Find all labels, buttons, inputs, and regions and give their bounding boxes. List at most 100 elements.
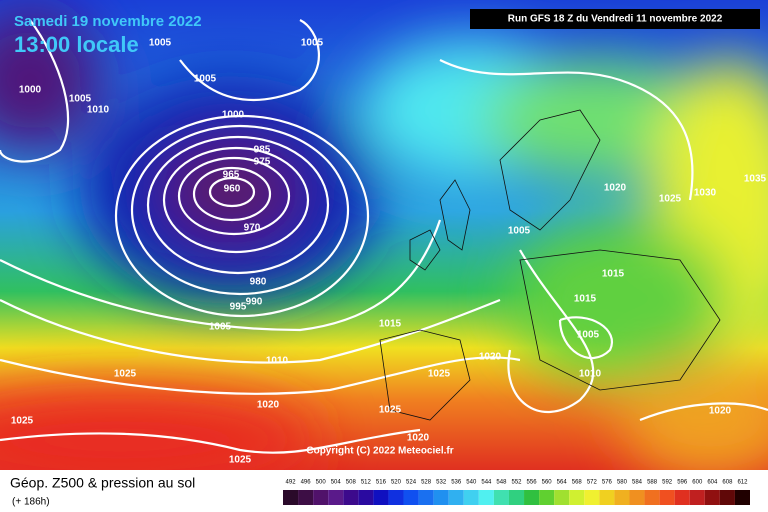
isobar-label: 1005 [508, 226, 531, 237]
scale-label: 568 [572, 480, 583, 486]
isobar-label: 1005 [69, 94, 92, 105]
scale-label: 544 [481, 480, 492, 486]
scale-swatch [659, 490, 675, 505]
isobar-label: 1020 [604, 183, 627, 194]
scale-swatch [373, 490, 389, 505]
scale-swatch [569, 490, 585, 505]
scale-label: 496 [301, 480, 312, 486]
scale-label: 608 [722, 480, 733, 486]
isobar-label: 1005 [149, 38, 172, 49]
run-info: Run GFS 18 Z du Vendredi 11 novembre 202… [508, 14, 723, 25]
isobar-label: 1015 [574, 294, 597, 305]
isobar-label: 1010 [87, 105, 110, 116]
isobar-label: 980 [250, 277, 267, 288]
isobar-label: 1025 [229, 455, 252, 466]
isobar-label: 1025 [428, 369, 451, 380]
legend-title: Géop. Z500 & pression au sol [10, 475, 195, 491]
isobar-label: 1010 [266, 356, 289, 367]
isobar-label: 1020 [479, 352, 502, 363]
isobar-label: 995 [230, 302, 247, 313]
scale-swatch [313, 490, 329, 505]
isobar-label: 1000 [222, 110, 245, 121]
scale-swatch [388, 490, 404, 505]
isobar-label: 1000 [19, 85, 42, 96]
isobar-label: 1010 [579, 369, 602, 380]
scale-label: 580 [617, 480, 628, 486]
scale-swatch [418, 490, 434, 505]
scale-label: 584 [632, 480, 643, 486]
isobar-label: 1025 [114, 369, 137, 380]
isobar-label: 985 [254, 145, 271, 156]
isobar-label: 1015 [379, 319, 402, 330]
scale-swatch [734, 490, 750, 505]
scale-label: 576 [602, 480, 613, 486]
scale-label: 536 [451, 480, 462, 486]
scale-swatch [584, 490, 600, 505]
isobar-label: 1015 [602, 269, 625, 280]
scale-swatch [629, 490, 645, 505]
isobar-label: 990 [246, 297, 263, 308]
isobar-label: 1020 [407, 433, 430, 444]
scale-swatch [539, 490, 555, 505]
copyright: Copyright (C) 2022 Meteociel.fr [306, 446, 453, 457]
isobar-label: 975 [254, 157, 271, 168]
scale-label: 564 [557, 480, 568, 486]
scale-label: 556 [527, 480, 538, 486]
scale-label: 512 [361, 480, 372, 486]
isobar-label: 1005 [194, 74, 217, 85]
scale-swatch [644, 490, 660, 505]
scale-swatch [433, 490, 449, 505]
scale-label: 548 [496, 480, 507, 486]
scale-label: 524 [406, 480, 417, 486]
scale-swatch [463, 490, 479, 505]
scale-swatch [508, 490, 525, 505]
scale-label: 532 [436, 480, 447, 486]
lead-time: (+ 186h) [12, 497, 50, 508]
scale-label: 520 [391, 480, 402, 486]
isobar-label: 1020 [709, 406, 732, 417]
scale-label: 596 [677, 480, 688, 486]
date: Samedi 19 novembre 2022 [14, 13, 202, 30]
time: 13:00 locale [14, 32, 139, 57]
scale-label: 552 [511, 480, 522, 486]
isobars [0, 19, 768, 454]
scale-swatch [704, 490, 720, 505]
isobar-label: 1005 [209, 322, 232, 333]
isobar-label: 1030 [694, 188, 717, 199]
isobar-label: 1025 [11, 416, 34, 427]
scale-label: 528 [421, 480, 432, 486]
scale-label: 500 [316, 480, 327, 486]
scale-swatch [298, 490, 314, 505]
scale-swatch [674, 490, 690, 505]
scale-swatch [524, 490, 540, 505]
scale-label: 516 [376, 480, 387, 486]
scale-label: 604 [707, 480, 718, 486]
isobar-label: 960 [224, 184, 241, 195]
isobar-label: 965 [223, 170, 240, 181]
scale-label: 504 [331, 480, 342, 486]
isobar-label: 1005 [577, 330, 600, 341]
scale-swatch [599, 490, 615, 505]
scale-swatch [448, 490, 464, 505]
scale-swatch [343, 490, 359, 505]
scale-swatch [358, 490, 374, 505]
scale-label: 540 [466, 480, 477, 486]
scale-label: 592 [662, 480, 673, 486]
scale-label: 492 [286, 480, 297, 486]
scale-label: 508 [346, 480, 357, 486]
isobar-label: 1025 [379, 405, 402, 416]
scale-label: 560 [542, 480, 553, 486]
isobar-label: 1025 [659, 194, 682, 205]
scale-swatch [328, 490, 344, 505]
scale-swatch [493, 490, 509, 505]
isobar-label: 1035 [744, 174, 767, 185]
scale-label: 600 [692, 480, 703, 486]
isobar-label: 1020 [257, 400, 280, 411]
scale-label: 588 [647, 480, 658, 486]
map-field [0, 0, 768, 470]
scale-label: 612 [737, 480, 748, 486]
scale-swatch [719, 490, 735, 505]
